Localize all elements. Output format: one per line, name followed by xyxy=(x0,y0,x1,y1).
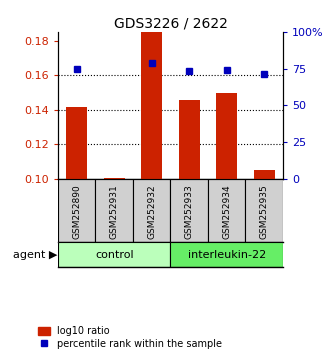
Bar xyxy=(66,107,87,179)
Bar xyxy=(179,100,200,179)
Text: GSM252935: GSM252935 xyxy=(260,184,269,239)
Legend: log10 ratio, percentile rank within the sample: log10 ratio, percentile rank within the … xyxy=(38,326,222,349)
Title: GDS3226 / 2622: GDS3226 / 2622 xyxy=(114,17,227,31)
Bar xyxy=(58,179,95,242)
Bar xyxy=(170,242,283,267)
Text: agent ▶: agent ▶ xyxy=(13,250,57,259)
Text: GSM252933: GSM252933 xyxy=(185,184,194,239)
Text: GSM252931: GSM252931 xyxy=(110,184,119,239)
Text: GSM252932: GSM252932 xyxy=(147,184,156,239)
Text: interleukin-22: interleukin-22 xyxy=(188,250,266,259)
Bar xyxy=(141,32,162,179)
Bar xyxy=(95,179,133,242)
Text: control: control xyxy=(95,250,133,259)
Bar xyxy=(58,242,170,267)
Text: GSM252934: GSM252934 xyxy=(222,184,231,239)
Bar xyxy=(133,179,170,242)
Bar xyxy=(254,170,274,179)
Bar xyxy=(208,179,246,242)
Text: GSM252890: GSM252890 xyxy=(72,184,81,239)
Bar xyxy=(170,179,208,242)
Bar xyxy=(246,179,283,242)
Bar xyxy=(104,178,124,179)
Bar xyxy=(216,93,237,179)
